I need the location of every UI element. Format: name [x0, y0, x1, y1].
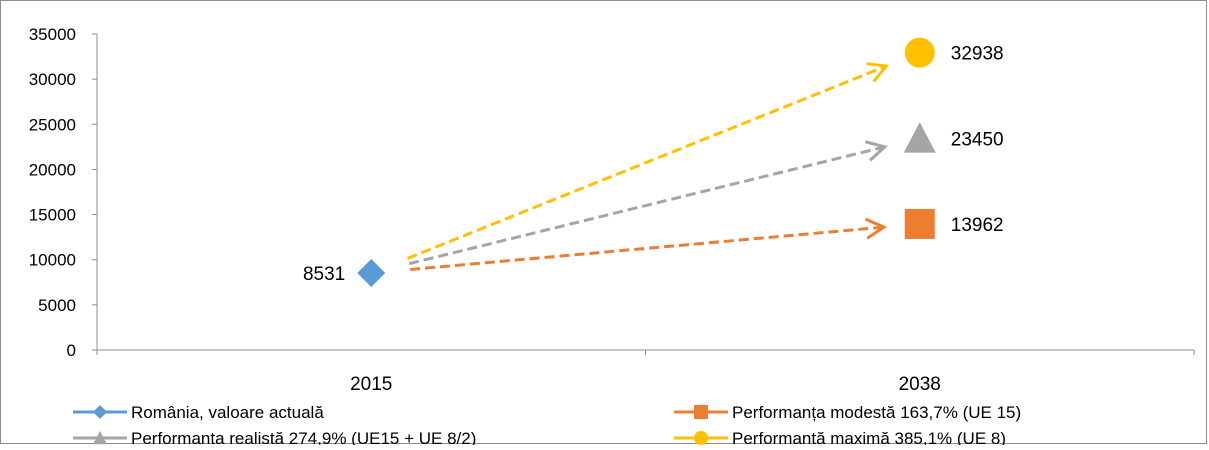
legend-marker-square — [694, 405, 708, 419]
data-point-diamond — [357, 258, 386, 287]
y-tick-label: 0 — [67, 341, 76, 360]
projection-arrowhead — [865, 140, 888, 162]
y-tick-label: 15000 — [29, 206, 76, 225]
y-tick-label: 5000 — [38, 296, 76, 315]
y-tick-label: 10000 — [29, 251, 76, 270]
legend-label: Performanta realistă 274,9% (UE15 + UE 8… — [131, 429, 476, 445]
y-tick-label: 20000 — [29, 160, 76, 179]
data-point-square — [904, 208, 935, 239]
legend-marker-triangle — [93, 431, 107, 445]
data-label: 8531 — [303, 264, 345, 285]
x-tick-label: 2015 — [350, 374, 392, 395]
projection-arrowhead — [864, 217, 888, 240]
y-tick-label: 30000 — [29, 70, 76, 89]
data-point-circle — [904, 37, 935, 68]
projection-arrow — [406, 64, 887, 260]
x-tick-label: 2038 — [899, 374, 941, 395]
legend-marker-diamond — [93, 405, 107, 419]
projection-arrow — [409, 225, 885, 271]
projection-arrowhead — [866, 62, 890, 83]
data-label: 32938 — [951, 44, 1004, 65]
legend-label: Performantă maximă 385,1% (UE 8) — [732, 429, 1006, 445]
data-label: 23450 — [951, 129, 1004, 150]
projection-arrow — [408, 145, 886, 266]
data-point-triangle — [903, 122, 936, 153]
legend-marker-circle — [694, 431, 708, 445]
y-tick-label: 25000 — [29, 115, 76, 134]
data-label: 13962 — [951, 215, 1004, 236]
legend-label: Performanța modestă 163,7% (UE 15) — [732, 403, 1021, 422]
y-tick-label: 35000 — [29, 25, 76, 44]
legend-label: România, valoare actuală — [131, 403, 324, 422]
